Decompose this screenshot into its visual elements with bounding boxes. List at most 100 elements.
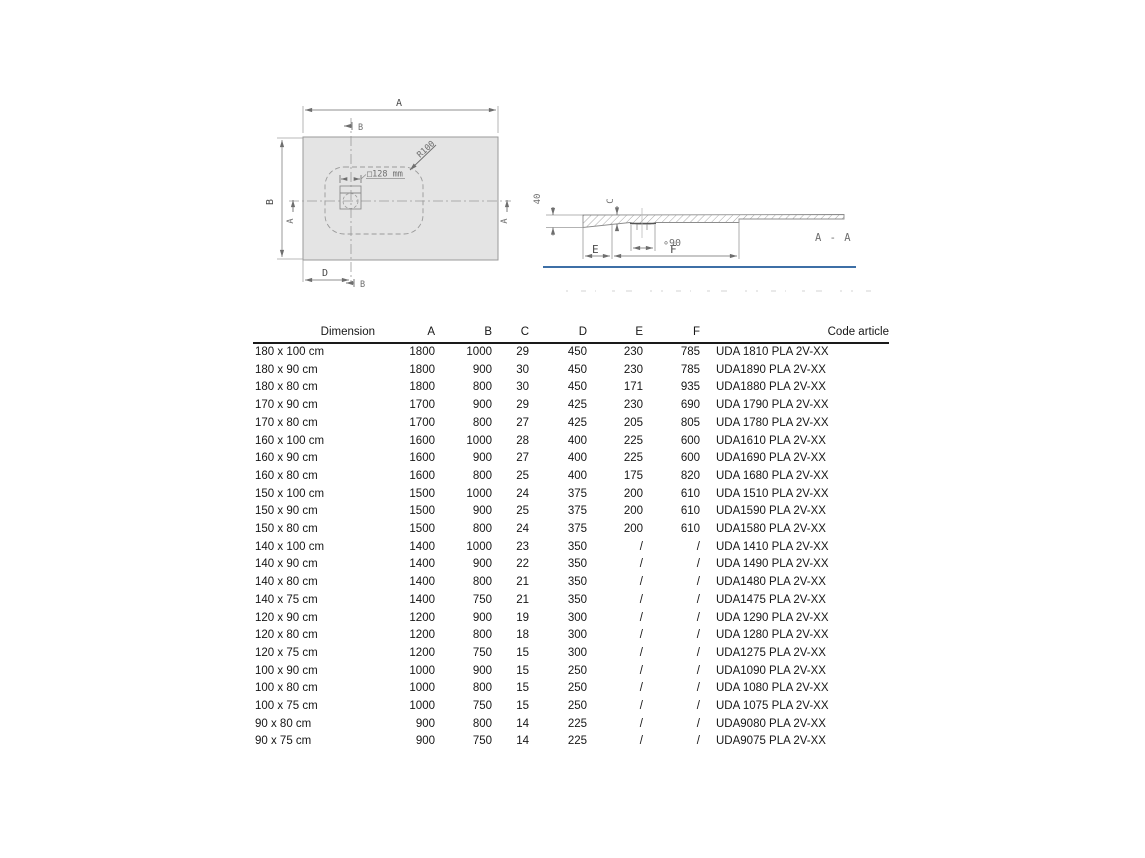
- radius-leader: [409, 144, 437, 171]
- cell-e: 225: [623, 452, 643, 465]
- cell-b: 800: [472, 381, 492, 394]
- header-f: F: [643, 325, 700, 344]
- cell-b: 900: [472, 611, 492, 624]
- cell-code-article: UDA 1280 PLA 2V-XX: [716, 629, 829, 642]
- cell-d: 375: [567, 505, 587, 518]
- table-row: 100 x 80 cm 1000 800 15 250 / / UDA 1080 PLA 2V…: [253, 680, 889, 698]
- cell-f: 610: [680, 523, 700, 536]
- cell-code-article: UDA1690 PLA 2V-XX: [716, 452, 826, 465]
- header-dimension: Dimension: [253, 325, 375, 344]
- cell-e: 171: [623, 381, 643, 394]
- cell-d: 400: [567, 469, 587, 482]
- cell-c: 27: [516, 416, 529, 429]
- table-row: 120 x 75 cm 1200 750 15 300 / / UDA1275 PLA 2V-…: [253, 645, 889, 663]
- cell-d: 450: [567, 346, 587, 358]
- cell-f: 805: [680, 416, 700, 429]
- plan-view-drawing: A B B B A A □128 mm: [265, 98, 511, 290]
- cell-a: 1000: [409, 664, 435, 677]
- cell-f: /: [696, 540, 700, 553]
- cell-a: 1800: [409, 363, 435, 376]
- cell-e: 175: [623, 469, 643, 482]
- header-e: E: [587, 325, 643, 344]
- cell-a: 900: [415, 735, 435, 748]
- table-row: 100 x 75 cm 1000 750 15 250 / / UDA 1075 PLA 2V…: [253, 698, 889, 716]
- cell-dimension: 170 x 90 cm: [255, 399, 318, 412]
- cell-b: 1000: [466, 487, 492, 500]
- cell-code-article: UDA1580 PLA 2V-XX: [716, 523, 826, 536]
- cell-f: 610: [680, 487, 700, 500]
- header-b: B: [435, 325, 492, 344]
- plan-dim-b-label: B: [265, 199, 276, 205]
- cell-a: 1600: [409, 469, 435, 482]
- cell-dimension: 140 x 90 cm: [255, 558, 318, 571]
- cell-a: 1800: [409, 381, 435, 394]
- cell-d: 375: [567, 523, 587, 536]
- cell-f: /: [696, 558, 700, 571]
- cell-dimension: 120 x 80 cm: [255, 629, 318, 642]
- cell-f: /: [696, 646, 700, 659]
- table-row: 160 x 90 cm 1600 900 27 400 225 600 UDA1690 PLA…: [253, 450, 889, 468]
- cell-c: 30: [516, 381, 529, 394]
- cell-a: 1400: [409, 593, 435, 606]
- cell-dimension: 100 x 80 cm: [255, 682, 318, 695]
- cell-a: 1200: [409, 629, 435, 642]
- cell-code-article: UDA 1075 PLA 2V-XX: [716, 700, 829, 713]
- cell-d: 400: [567, 452, 587, 465]
- cell-c: 29: [516, 399, 529, 412]
- cell-d: 425: [567, 399, 587, 412]
- table-row: 140 x 75 cm 1400 750 21 350 / / UDA1475 PLA 2V-…: [253, 592, 889, 610]
- cell-e: /: [639, 664, 643, 677]
- cell-dimension: 160 x 100 cm: [255, 434, 325, 447]
- table-row: 180 x 80 cm 1800 800 30 450 171 935 UDA1880 PLA…: [253, 379, 889, 397]
- cell-dimension: 180 x 80 cm: [255, 381, 318, 394]
- cell-e: /: [639, 700, 643, 713]
- header-row: Dimension A B C D E F Code article: [253, 325, 889, 344]
- cell-d: 375: [567, 487, 587, 500]
- cell-a: 1700: [409, 399, 435, 412]
- drain-outline: [339, 185, 362, 210]
- cell-code-article: UDA 1810 PLA 2V-XX: [716, 346, 829, 358]
- cell-a: 1600: [409, 452, 435, 465]
- cell-f: /: [696, 611, 700, 624]
- section-dim-f-label: F: [670, 243, 677, 256]
- cell-c: 29: [516, 346, 529, 358]
- cell-e: 200: [623, 487, 643, 500]
- table-row: 120 x 90 cm 1200 900 19 300 / / UDA 1290 PLA 2V…: [253, 610, 889, 628]
- cell-c: 27: [516, 452, 529, 465]
- cell-code-article: UDA 1780 PLA 2V-XX: [716, 416, 829, 429]
- cell-e: /: [639, 576, 643, 589]
- cell-b: 750: [472, 593, 492, 606]
- cell-code-article: UDA 1410 PLA 2V-XX: [716, 540, 829, 553]
- cell-b: 800: [472, 416, 492, 429]
- spec-table-head: Dimension A B C D E F Code article: [253, 325, 889, 344]
- table-row: 150 x 90 cm 1500 900 25 375 200 610 UDA1590 PLA…: [253, 503, 889, 521]
- cell-c: 22: [516, 558, 529, 571]
- cell-e: 205: [623, 416, 643, 429]
- drain-circle: [342, 193, 359, 209]
- table-row: 120 x 80 cm 1200 800 18 300 / / UDA 1280 PLA 2V…: [253, 627, 889, 645]
- cell-dimension: 140 x 100 cm: [255, 540, 325, 553]
- cell-e: /: [639, 717, 643, 730]
- cell-c: 21: [516, 576, 529, 589]
- cell-a: 1400: [409, 558, 435, 571]
- table-row: 150 x 80 cm 1500 800 24 375 200 610 UDA1580 PLA…: [253, 521, 889, 539]
- cell-d: 250: [567, 700, 587, 713]
- table-row: 90 x 75 cm 900 750 14 225 / / UDA9075 PLA 2V-XX: [253, 733, 889, 751]
- cell-b: 750: [472, 700, 492, 713]
- cell-e: 200: [623, 523, 643, 536]
- table-row: 170 x 90 cm 1700 900 29 425 230 690 UDA 1790 PL…: [253, 397, 889, 415]
- cell-c: 28: [516, 434, 529, 447]
- cell-code-article: UDA9075 PLA 2V-XX: [716, 735, 826, 748]
- cell-d: 350: [567, 593, 587, 606]
- cell-dimension: 120 x 75 cm: [255, 646, 318, 659]
- cell-c: 21: [516, 593, 529, 606]
- cell-d: 250: [567, 664, 587, 677]
- cell-code-article: UDA1590 PLA 2V-XX: [716, 505, 826, 518]
- cell-dimension: 150 x 80 cm: [255, 523, 318, 536]
- cell-e: /: [639, 593, 643, 606]
- edge-height-label: 40: [533, 194, 543, 205]
- cell-dimension: 150 x 90 cm: [255, 505, 318, 518]
- cell-f: 600: [680, 434, 700, 447]
- cell-e: /: [639, 682, 643, 695]
